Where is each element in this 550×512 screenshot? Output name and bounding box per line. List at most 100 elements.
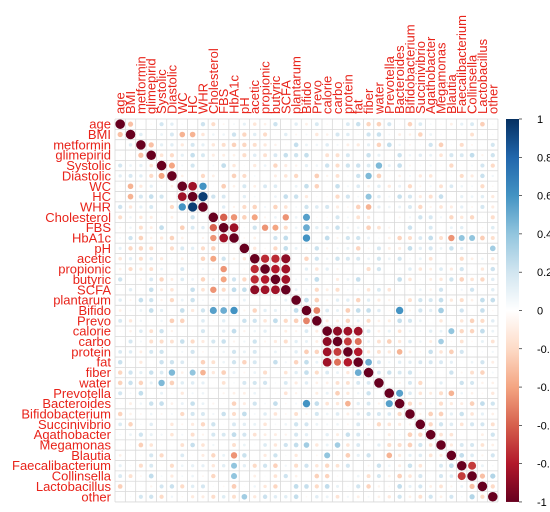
corr-circle (316, 154, 318, 156)
corr-circle (294, 412, 299, 416)
row-label: Blautia (71, 448, 112, 463)
corr-circle (243, 309, 246, 312)
corr-circle (336, 371, 339, 375)
corr-circle (160, 319, 163, 323)
corr-circle (252, 142, 257, 147)
row-label: pH (94, 241, 111, 256)
column-label: pH (237, 97, 252, 114)
corr-circle (129, 164, 132, 167)
corr-circle (201, 443, 205, 447)
column-label: Diastolic (164, 64, 179, 114)
corr-circle (304, 339, 309, 344)
corr-circle (418, 453, 423, 458)
corr-circle (430, 475, 432, 477)
corr-circle (448, 234, 455, 242)
corr-circle (221, 494, 226, 499)
corr-circle (439, 184, 443, 189)
corr-circle (439, 495, 443, 499)
corr-circle (388, 195, 391, 198)
corr-circle (480, 194, 485, 199)
corr-circle (491, 350, 494, 354)
corr-circle (285, 485, 287, 487)
corr-circle (408, 484, 412, 489)
corr-circle (490, 297, 496, 303)
corr-circle (332, 336, 343, 347)
corr-circle (314, 246, 320, 251)
corr-circle (376, 339, 381, 344)
corr-circle (457, 472, 466, 481)
corr-circle (325, 288, 329, 292)
corr-circle (315, 391, 319, 395)
corr-circle (387, 422, 392, 427)
corr-circle (294, 288, 298, 292)
corr-circle (324, 452, 331, 459)
corr-circle (356, 319, 360, 323)
corr-circle (314, 473, 320, 479)
corr-circle (242, 391, 246, 395)
corr-circle (377, 495, 381, 499)
corr-circle (212, 485, 215, 488)
corr-circle (201, 453, 205, 457)
corr-circle (336, 247, 339, 250)
corr-circle (284, 495, 288, 499)
corr-circle (118, 309, 122, 312)
corr-circle (415, 419, 426, 430)
corr-circle (408, 205, 412, 209)
corr-circle (366, 225, 371, 231)
corr-circle (470, 370, 475, 375)
corr-circle (314, 484, 319, 489)
corr-circle (191, 257, 194, 260)
corr-circle (222, 402, 225, 405)
corr-circle (408, 267, 412, 271)
corr-circle (274, 143, 277, 147)
corr-circle (221, 339, 226, 344)
corr-circle (480, 422, 485, 427)
corr-circle (221, 319, 226, 323)
corr-circle (459, 380, 464, 386)
corr-circle (429, 267, 433, 271)
corr-circle (159, 494, 164, 499)
corr-circle (460, 495, 463, 498)
corr-circle (335, 494, 340, 499)
corr-circle (490, 225, 495, 230)
corr-circle (181, 475, 184, 478)
corr-circle (345, 453, 351, 458)
corr-circle (408, 143, 411, 146)
corr-circle (293, 494, 299, 500)
corr-circle (374, 378, 384, 388)
corr-circle (325, 267, 329, 271)
corr-circle (408, 391, 412, 396)
corr-circle (274, 423, 277, 426)
row-label: Cholesterol (45, 210, 111, 225)
row-label: fat (97, 355, 112, 370)
corr-circle (242, 380, 247, 385)
corr-circle (408, 277, 412, 282)
corr-circle (252, 204, 257, 210)
corr-circle (281, 264, 291, 274)
row-label: HbA1c (72, 231, 112, 246)
corr-circle (209, 306, 217, 315)
corr-circle (231, 401, 237, 406)
corr-circle (304, 183, 309, 189)
corr-circle (355, 297, 361, 303)
corr-circle (200, 246, 206, 251)
corr-circle (171, 226, 173, 229)
corr-circle (366, 411, 371, 417)
corr-circle (149, 236, 153, 240)
corr-circle (356, 422, 361, 427)
corr-circle (345, 400, 351, 407)
corr-circle (294, 329, 298, 333)
corr-circle (211, 246, 216, 251)
column-label: carbo (330, 81, 345, 114)
corr-circle (469, 328, 475, 334)
corr-circle (428, 349, 433, 355)
corr-circle (439, 350, 443, 354)
corr-circle (253, 184, 257, 188)
corr-circle (190, 401, 195, 406)
column-labels: ageBMImetforminglimepiridSystolicDiastol… (113, 15, 501, 115)
corr-circle (378, 454, 380, 456)
corr-circle (231, 132, 237, 137)
corr-circle (149, 433, 153, 437)
corr-circle (180, 391, 184, 395)
corr-circle (449, 205, 453, 209)
